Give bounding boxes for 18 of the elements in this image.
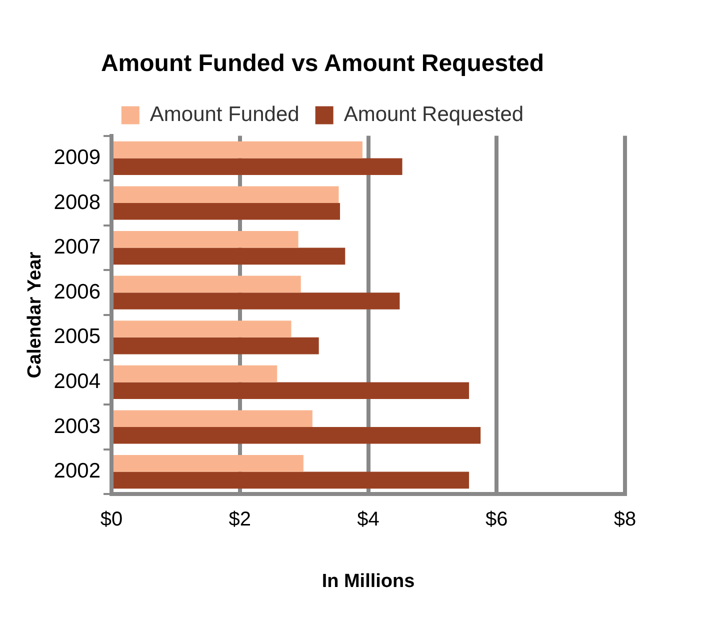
x-axis-title: In Millions xyxy=(322,570,415,592)
x-tick-label: $4 xyxy=(357,508,380,531)
y-tick-label: 2005 xyxy=(54,325,101,348)
x-tick-label: $8 xyxy=(614,508,636,531)
legend-label: Amount Requested xyxy=(344,103,524,126)
y-tick-label: 2007 xyxy=(54,236,101,259)
x-tick-label: $0 xyxy=(100,508,123,531)
y-tick-label: 2009 xyxy=(54,146,101,169)
x-tick-label: $2 xyxy=(228,508,252,531)
y-tick-label: 2006 xyxy=(54,280,101,304)
chart-title: Amount Funded vs Amount Requested xyxy=(100,50,544,78)
y-tick-label: 2008 xyxy=(54,190,101,214)
y-tick-label: 2004 xyxy=(54,370,101,393)
y-axis-title: Calendar Year xyxy=(24,251,46,378)
y-tick-label: 2002 xyxy=(54,460,101,483)
y-tick-label: 2003 xyxy=(54,414,101,438)
x-tick-label: $6 xyxy=(486,508,508,531)
legend-label: Amount Funded xyxy=(150,103,300,126)
